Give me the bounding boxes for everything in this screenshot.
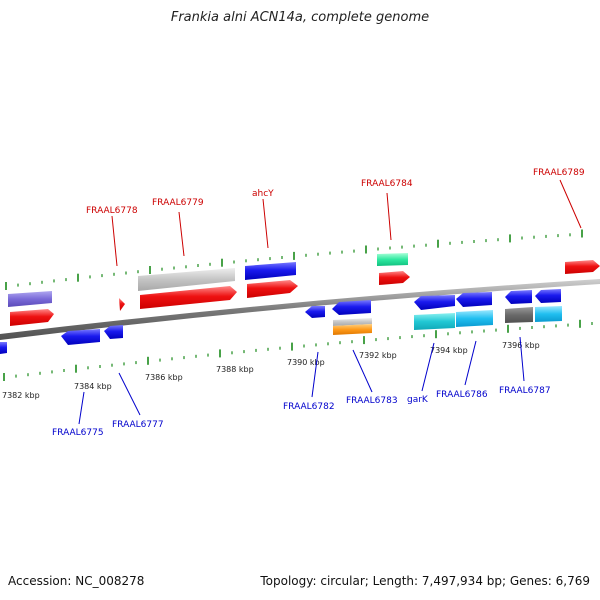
label-leader <box>178 211 185 257</box>
gene-arrow-blue[interactable] <box>535 289 561 303</box>
gene-arrow-blue[interactable] <box>332 300 371 315</box>
gene-arrow-red[interactable] <box>10 309 54 326</box>
gene-label-reverse[interactable]: FRAAL6783 <box>346 396 398 406</box>
label-leader <box>262 198 269 249</box>
gene-arrow-blue[interactable] <box>305 306 325 318</box>
scale-label: 7382 kbp <box>2 391 40 400</box>
label-leader <box>559 179 582 229</box>
gene-label-reverse[interactable]: FRAAL6787 <box>499 386 551 396</box>
label-leader <box>111 215 118 267</box>
gene-label-forward[interactable]: FRAAL6779 <box>152 198 204 208</box>
reverse-tick-row <box>3 319 593 381</box>
gene-arrow-blue[interactable] <box>245 262 296 280</box>
gene-label-reverse[interactable]: FRAAL6775 <box>52 428 104 438</box>
gene-track-reverse <box>0 289 562 354</box>
label-leader <box>386 192 392 241</box>
gene-arrow-blue[interactable] <box>505 290 532 304</box>
gene-arrow-orange[interactable] <box>333 324 372 335</box>
gene-arrow-violet[interactable] <box>8 291 52 307</box>
gene-arrow-red[interactable] <box>247 280 298 298</box>
gene-arrow-red-small[interactable] <box>119 298 125 311</box>
scale-label: 7390 kbp <box>287 358 325 367</box>
label-leader <box>78 391 85 425</box>
gene-arrow-teal[interactable] <box>414 313 455 330</box>
scale-label: 7388 kbp <box>216 365 254 374</box>
label-leader <box>421 342 435 392</box>
scale-label: 7384 kbp <box>74 382 112 391</box>
gene-label-forward[interactable]: FRAAL6789 <box>533 168 585 178</box>
label-leader <box>118 372 141 416</box>
scale-label: 7386 kbp <box>145 373 183 382</box>
gene-label-reverse[interactable]: garK <box>407 395 429 405</box>
gene-arrow-red[interactable] <box>379 271 410 285</box>
scale-label: 7394 kbp <box>430 346 468 355</box>
scale-label: 7392 kbp <box>359 351 397 360</box>
gene-arrow-red[interactable] <box>140 286 237 309</box>
gene-arrow-blue[interactable] <box>104 325 123 339</box>
gene-arrow-dark-grey[interactable] <box>505 307 533 323</box>
gene-label-forward[interactable]: FRAAL6778 <box>86 206 138 216</box>
gene-arrow-blue[interactable] <box>61 329 100 345</box>
map-title: Frankia alni ACN14a, complete genome <box>170 10 430 25</box>
genome-backbone <box>0 279 600 340</box>
forward-tick-row <box>5 229 583 290</box>
gene-label-reverse[interactable]: FRAAL6782 <box>283 402 335 412</box>
gene-arrow-cyan[interactable] <box>456 310 493 327</box>
label-leader <box>519 336 525 382</box>
gene-arrow-grey[interactable] <box>138 268 235 291</box>
label-leader <box>464 340 477 386</box>
gene-label-forward[interactable]: ahcY <box>252 189 274 199</box>
gene-arrow-cyan[interactable] <box>535 306 562 322</box>
gene-arrow-grey[interactable] <box>333 318 372 326</box>
gene-track-forward <box>8 253 600 326</box>
label-leader <box>352 349 373 393</box>
genome-summary-text: Topology: circular; Length: 7,497,934 bp… <box>260 574 590 588</box>
gene-arrow-blue[interactable] <box>0 342 7 354</box>
gene-arrow-mint[interactable] <box>377 253 408 266</box>
gene-label-reverse[interactable]: FRAAL6786 <box>436 390 488 400</box>
gene-label-forward[interactable]: FRAAL6784 <box>361 179 413 189</box>
accession-text: Accession: NC_008278 <box>8 574 145 588</box>
label-leader <box>311 351 319 398</box>
gene-arrow-blue[interactable] <box>414 295 455 310</box>
gene-label-reverse[interactable]: FRAAL6777 <box>112 420 164 430</box>
gene-arrow-red[interactable] <box>565 260 600 274</box>
gene-arrow-blue[interactable] <box>456 292 492 307</box>
